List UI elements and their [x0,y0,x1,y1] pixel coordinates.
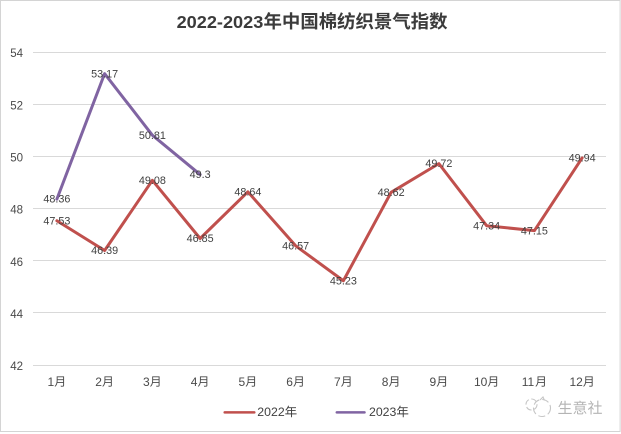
svg-text:54: 54 [10,48,23,60]
svg-text:46.57: 46.57 [282,240,309,252]
svg-text:2022-2023: 2022-2023 [177,12,264,32]
svg-text:44: 44 [10,309,23,321]
svg-text:2023: 2023 [369,405,397,419]
svg-text:47.34: 47.34 [473,220,500,232]
svg-text:50: 50 [10,153,23,165]
svg-text:53.17: 53.17 [91,68,118,80]
svg-text:47.15: 47.15 [521,225,548,237]
svg-text:6: 6 [286,375,293,389]
svg-text:5: 5 [239,375,246,389]
svg-text:4: 4 [191,375,198,389]
svg-text:48.36: 48.36 [43,194,70,206]
svg-text:49.3: 49.3 [190,169,211,181]
svg-text:12: 12 [569,375,583,389]
svg-text:2: 2 [95,375,102,389]
svg-text:2022: 2022 [257,405,285,419]
svg-text:9: 9 [430,375,437,389]
svg-text:46.85: 46.85 [187,233,214,245]
svg-text:42: 42 [10,361,23,373]
svg-text:48: 48 [10,205,23,217]
svg-text:52: 52 [10,100,23,112]
svg-text:3: 3 [143,375,150,389]
svg-text:47.53: 47.53 [43,215,70,227]
svg-text:48.62: 48.62 [378,187,405,199]
svg-text:10: 10 [474,375,488,389]
svg-text:50.81: 50.81 [139,130,166,142]
svg-text:49.72: 49.72 [425,158,452,170]
svg-text:46: 46 [10,257,23,269]
svg-text:49.08: 49.08 [139,175,166,187]
svg-text:8: 8 [382,375,389,389]
svg-text:1: 1 [48,375,55,389]
svg-text:46.39: 46.39 [91,245,118,257]
svg-text:45.23: 45.23 [330,275,357,287]
svg-text:49.94: 49.94 [569,153,596,165]
svg-text:48.64: 48.64 [234,186,261,198]
svg-text:7: 7 [334,375,341,389]
svg-text:11: 11 [522,375,535,389]
